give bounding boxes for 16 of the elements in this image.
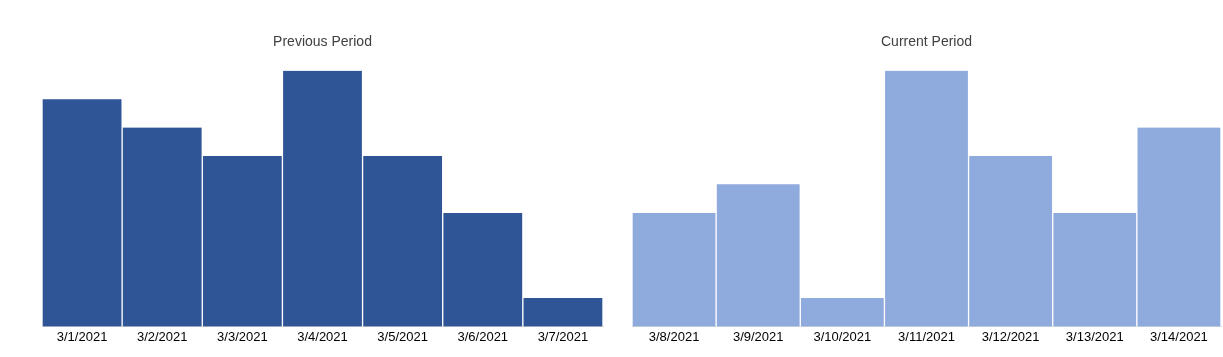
x-tick-label: 3/11/2021 (898, 328, 955, 344)
x-tick-label: 3/1/2021 (56, 328, 108, 344)
x-tick-label: 3/9/2021 (732, 328, 784, 344)
x-tick-label: 3/4/2021 (297, 328, 348, 344)
chart-title: Previous Period (273, 33, 372, 50)
x-tick-label: 3/2/2021 (136, 328, 188, 344)
x-tick-label: 3/3/2021 (217, 328, 268, 344)
x-tick-label: 3/14/2021 (1150, 328, 1208, 344)
x-tick-label: 3/13/2021 (1065, 328, 1124, 344)
x-tick-label: 3/8/2021 (648, 328, 700, 344)
x-tick-label: 3/10/2021 (813, 328, 872, 344)
x-tick-label: 3/6/2021 (457, 328, 509, 344)
chart-title: Current Period (880, 33, 973, 50)
x-tick-label: 3/5/2021 (377, 328, 428, 344)
x-tick-label: 3/7/2021 (537, 328, 589, 344)
x-tick-label: 3/12/2021 (981, 328, 1040, 344)
